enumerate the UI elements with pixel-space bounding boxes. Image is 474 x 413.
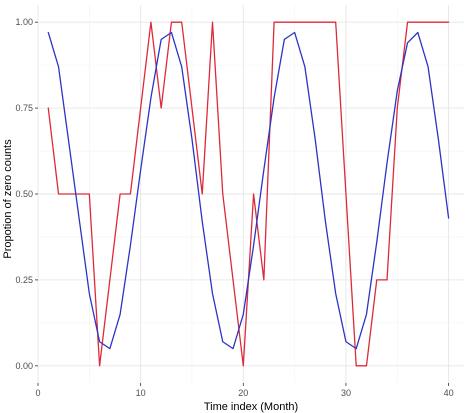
y-tick-label: 0.25 [15,275,33,285]
x-axis-title: Time index (Month) [204,401,298,413]
y-tick-label: 0.75 [15,103,33,113]
x-tick-label: 0 [35,388,40,398]
x-axis-ticks: 0 10 20 30 40 [35,383,454,398]
major-gridlines [37,5,464,383]
x-tick-label: 30 [341,388,351,398]
y-axis-title: Propotion of zero counts [2,139,14,259]
x-tick-label: 10 [136,388,146,398]
y-tick-label: 1.00 [15,17,33,27]
series-line-blue [47,31,450,350]
series-lines [47,21,450,367]
y-tick-label: 0.50 [15,189,33,199]
y-axis-ticks: 0.00 0.25 0.50 0.75 1.00 [15,17,38,371]
y-tick-label: 0.00 [15,361,33,371]
x-tick-label: 40 [444,388,454,398]
x-tick-label: 20 [238,388,248,398]
